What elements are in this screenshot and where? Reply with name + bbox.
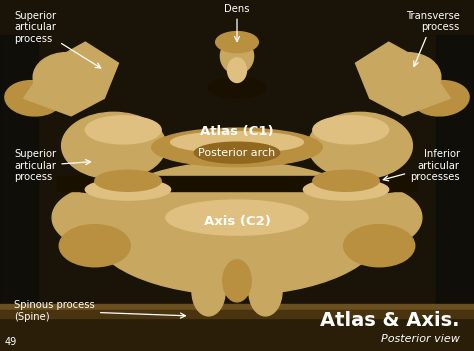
Ellipse shape bbox=[216, 32, 258, 53]
Bar bbox=[436, 35, 474, 309]
Ellipse shape bbox=[374, 53, 441, 102]
Ellipse shape bbox=[166, 200, 308, 235]
Ellipse shape bbox=[308, 112, 412, 179]
Ellipse shape bbox=[318, 186, 422, 249]
Text: Superior
articular
process: Superior articular process bbox=[14, 11, 101, 68]
Text: Atlas (C1): Atlas (C1) bbox=[200, 125, 274, 138]
Ellipse shape bbox=[85, 116, 161, 144]
Ellipse shape bbox=[59, 225, 130, 267]
Text: Inferior
articular
processes: Inferior articular processes bbox=[383, 149, 460, 183]
Ellipse shape bbox=[85, 179, 171, 200]
Text: Atlas & Axis.: Atlas & Axis. bbox=[320, 311, 460, 330]
Ellipse shape bbox=[303, 179, 389, 200]
Text: Axis (C2): Axis (C2) bbox=[203, 214, 271, 228]
Ellipse shape bbox=[152, 128, 322, 167]
Ellipse shape bbox=[223, 260, 251, 302]
Ellipse shape bbox=[52, 186, 156, 249]
Ellipse shape bbox=[344, 225, 415, 267]
Ellipse shape bbox=[249, 267, 282, 316]
Text: Spinous process
(Spine): Spinous process (Spine) bbox=[14, 300, 185, 322]
Ellipse shape bbox=[228, 58, 246, 82]
Ellipse shape bbox=[192, 267, 225, 316]
Polygon shape bbox=[356, 42, 450, 116]
Ellipse shape bbox=[90, 161, 384, 295]
Ellipse shape bbox=[220, 39, 254, 74]
Bar bbox=[57, 176, 417, 191]
Text: Dens: Dens bbox=[224, 4, 250, 41]
Bar bbox=[0, 304, 474, 311]
Bar bbox=[0, 35, 38, 309]
Ellipse shape bbox=[171, 132, 303, 153]
Bar bbox=[0, 310, 474, 318]
Ellipse shape bbox=[66, 173, 123, 193]
Ellipse shape bbox=[5, 81, 62, 116]
Ellipse shape bbox=[33, 53, 100, 102]
Ellipse shape bbox=[313, 170, 379, 191]
Ellipse shape bbox=[95, 170, 161, 191]
Ellipse shape bbox=[209, 77, 265, 98]
Text: Posterior view: Posterior view bbox=[381, 334, 460, 344]
Text: Transverse
process: Transverse process bbox=[406, 11, 460, 66]
Ellipse shape bbox=[313, 116, 389, 144]
Text: Posterior arch: Posterior arch bbox=[199, 148, 275, 158]
Ellipse shape bbox=[194, 142, 280, 163]
Text: 49: 49 bbox=[5, 338, 17, 347]
Ellipse shape bbox=[62, 112, 166, 179]
Ellipse shape bbox=[412, 81, 469, 116]
Ellipse shape bbox=[351, 173, 408, 193]
Polygon shape bbox=[24, 42, 119, 116]
Text: Superior
articular
process: Superior articular process bbox=[14, 149, 91, 183]
Bar bbox=[0, 305, 474, 351]
